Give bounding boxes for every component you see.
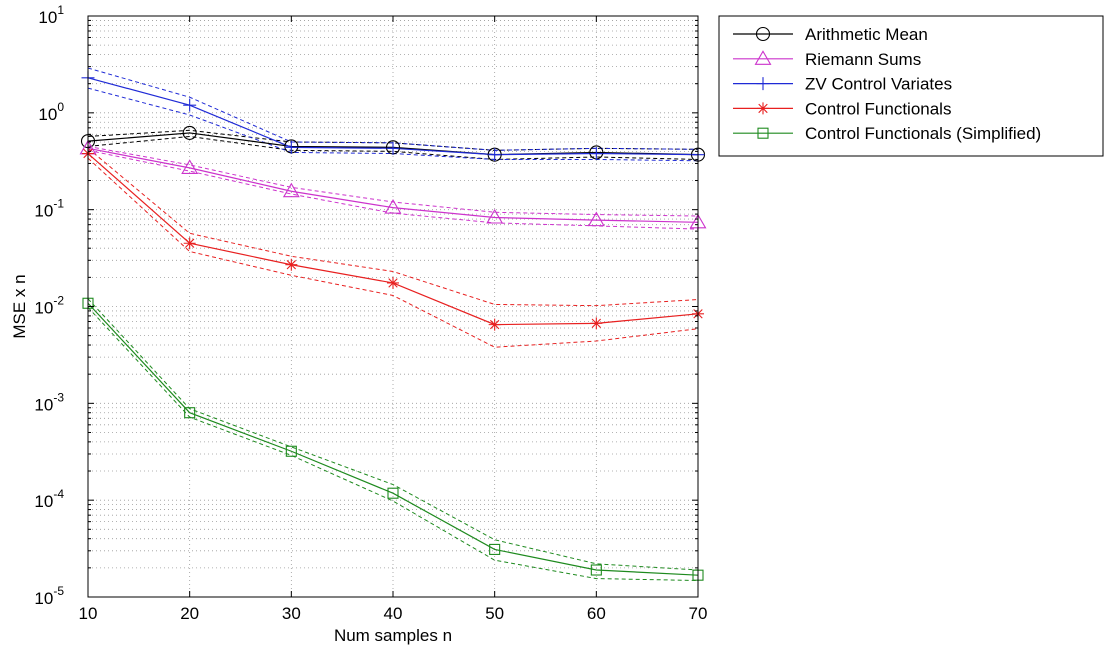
x-tick-label: 30 [282,604,301,623]
data-point [384,199,402,214]
y-axis-title: MSE x n [10,274,29,338]
series-upper-band [87,298,699,571]
series-lower-band [87,307,699,582]
y-tick-label: 10-1 [34,197,64,221]
legend-marker [757,127,769,139]
data-point [184,407,196,419]
legend-label: Control Functionals [805,99,951,118]
data-point [386,141,400,155]
data-point [489,543,501,555]
legend-label: Control Functionals (Simplified) [805,124,1041,143]
data-point [282,182,300,198]
axis-ticks: 10 20 30 40 50 60 70 101 100 10-1 10-2 10-3 10-4 10-5 [34,3,707,623]
legend-label: Riemann Sums [805,50,921,69]
data-point [183,237,196,250]
data-point [488,148,502,162]
data-point [182,125,197,140]
y-tick-label: 10-5 [34,584,64,608]
data-point [183,98,197,112]
y-tick-label: 100 [38,100,64,124]
legend-marker [755,26,771,42]
data-point [590,317,603,330]
x-tick-label: 70 [689,604,708,623]
legend-label: ZV Control Variates [805,75,952,94]
data-point [488,318,501,331]
y-tick-label: 101 [38,3,64,27]
series-line [87,147,699,223]
legend: Arithmetic Mean Riemann Sums ZV Control Va… [718,15,1104,157]
data-point [486,208,504,224]
y-tick-label: 10-3 [34,390,64,414]
data-point [587,211,605,227]
data-point [285,258,298,271]
legend-marker [756,77,770,91]
x-tick-label: 10 [79,604,98,623]
series-upper-band [87,145,699,217]
data-point [181,159,199,174]
data-point [387,487,399,499]
x-axis-title: Num samples n [334,626,452,645]
y-tick-label: 10-2 [34,294,64,318]
series-lower-band [87,157,699,348]
series-line [87,302,699,576]
series-upper-band [87,147,699,307]
y-tick-label: 10-4 [34,487,64,511]
legend-marker [757,102,769,115]
legend-marker [754,50,772,65]
data-point [387,276,399,289]
grid [87,16,699,598]
x-tick-label: 40 [384,604,403,623]
x-tick-label: 50 [485,604,504,623]
legend-label: Arithmetic Mean [805,25,928,44]
data-point [590,564,602,576]
data-point [285,445,297,457]
x-tick-label: 60 [587,604,606,623]
data-point [589,147,603,161]
data-point [284,140,298,154]
series-upper-band [87,129,699,151]
x-tick-label: 20 [180,604,199,623]
